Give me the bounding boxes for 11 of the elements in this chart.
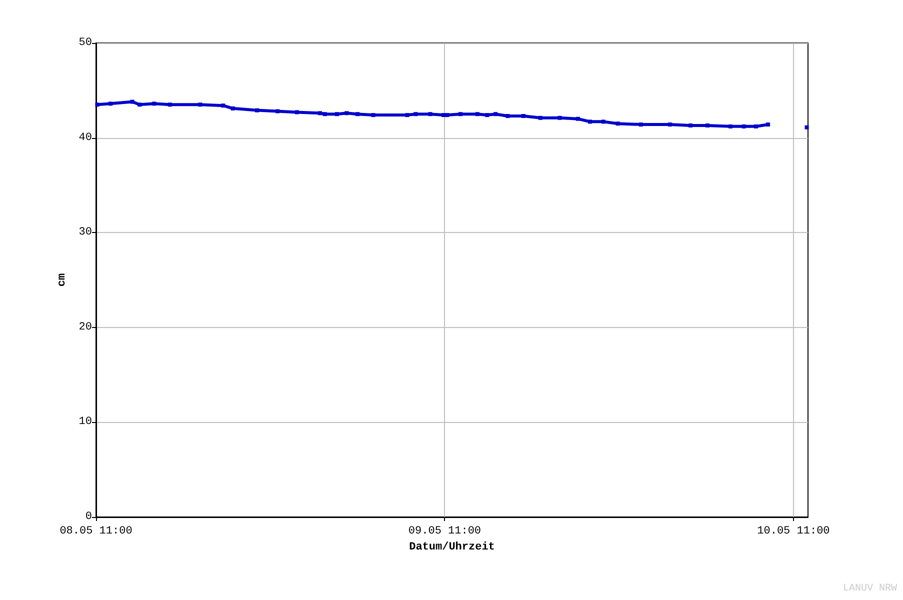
x-axis-title: Datum/Uhrzeit <box>409 541 495 554</box>
x-tick-label: 08.05 11:00 <box>60 526 132 538</box>
y-tick-label: 40 <box>78 132 92 144</box>
y-tick-label: 50 <box>78 37 92 49</box>
y-axis-title: cm <box>56 273 68 287</box>
y-tick-label: 0 <box>85 511 92 523</box>
y-tick-label: 20 <box>78 321 92 334</box>
y-tick-label: 30 <box>78 226 92 239</box>
x-tick-label: 10.05 11:00 <box>757 526 830 538</box>
x-tick-label: 09.05 11:00 <box>408 526 482 538</box>
y-tick-label: 10 <box>78 416 92 428</box>
